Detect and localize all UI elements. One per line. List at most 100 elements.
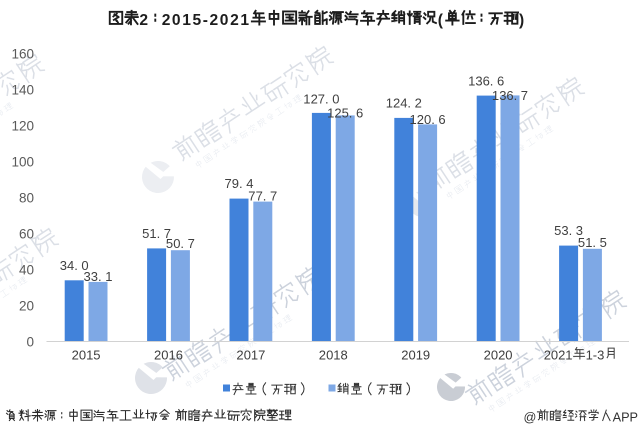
svg-text:6: 6: [438, 112, 445, 127]
svg-text:1: 1: [386, 96, 393, 111]
svg-text:0: 0: [172, 12, 181, 29]
svg-text:.: .: [180, 236, 184, 251]
svg-text:.: .: [325, 91, 329, 106]
svg-text:2: 2: [311, 91, 318, 106]
svg-text:0: 0: [332, 91, 339, 106]
svg-text:6: 6: [19, 47, 27, 62]
svg-text:5: 5: [166, 236, 173, 251]
svg-text:1: 1: [327, 106, 334, 121]
svg-text:6: 6: [19, 227, 27, 242]
svg-text:0: 0: [79, 348, 86, 363]
svg-text:.: .: [514, 88, 518, 103]
svg-text:2: 2: [334, 106, 341, 121]
svg-text:4: 4: [19, 263, 27, 278]
svg-text:3: 3: [475, 73, 482, 88]
svg-text:1: 1: [182, 12, 191, 29]
svg-text:7: 7: [164, 226, 171, 241]
svg-text:): ): [519, 12, 524, 29]
svg-text:1: 1: [492, 88, 499, 103]
svg-text:2: 2: [19, 119, 27, 134]
svg-text:2: 2: [230, 12, 239, 29]
svg-text:3: 3: [60, 258, 67, 273]
svg-text:5: 5: [342, 106, 349, 121]
svg-text:-: -: [203, 12, 208, 29]
svg-text:0: 0: [27, 47, 35, 62]
svg-text:3: 3: [597, 348, 604, 363]
svg-text:0: 0: [27, 155, 35, 170]
svg-text:6: 6: [483, 73, 490, 88]
svg-text:1: 1: [251, 348, 258, 363]
svg-text:5: 5: [554, 223, 561, 238]
svg-text:6: 6: [497, 73, 504, 88]
svg-text:2: 2: [139, 12, 148, 29]
svg-text:2: 2: [498, 348, 505, 363]
svg-text:.: .: [98, 269, 102, 284]
svg-text:-: -: [593, 348, 597, 363]
svg-text:@: @: [524, 411, 537, 425]
svg-text:0: 0: [173, 236, 180, 251]
svg-text:1: 1: [105, 269, 112, 284]
svg-text:.: .: [239, 176, 243, 191]
svg-text:1: 1: [240, 12, 249, 29]
svg-text:P: P: [621, 411, 629, 425]
svg-text:5: 5: [142, 226, 149, 241]
svg-text:1: 1: [303, 91, 310, 106]
svg-text:2: 2: [417, 112, 424, 127]
svg-text:2: 2: [19, 299, 27, 314]
svg-text:4: 4: [67, 258, 74, 273]
svg-text:2: 2: [162, 12, 171, 29]
svg-text:2: 2: [210, 12, 219, 29]
svg-text:0: 0: [326, 348, 333, 363]
svg-text:.: .: [263, 188, 267, 203]
svg-text:7: 7: [270, 188, 277, 203]
svg-text:6: 6: [356, 106, 363, 121]
svg-text:2: 2: [415, 96, 422, 111]
svg-text:(: (: [438, 12, 444, 29]
svg-text:.: .: [431, 112, 435, 127]
svg-text:.: .: [592, 235, 596, 250]
svg-text:0: 0: [81, 258, 88, 273]
svg-text:2: 2: [319, 348, 326, 363]
svg-text:1: 1: [149, 226, 156, 241]
svg-text:5: 5: [93, 348, 100, 363]
svg-text:2: 2: [72, 348, 79, 363]
svg-text:1: 1: [586, 348, 593, 363]
svg-text:4: 4: [400, 96, 407, 111]
svg-text:2: 2: [484, 348, 491, 363]
svg-text:2: 2: [544, 348, 551, 363]
svg-text:1: 1: [416, 348, 423, 363]
svg-text:7: 7: [225, 176, 232, 191]
svg-text:1: 1: [12, 155, 20, 170]
svg-text:0: 0: [505, 348, 512, 363]
svg-text:1: 1: [333, 348, 340, 363]
svg-text:8: 8: [19, 191, 27, 206]
svg-text:.: .: [490, 73, 494, 88]
svg-text:7: 7: [256, 188, 263, 203]
svg-text:1: 1: [12, 83, 20, 98]
svg-text:7: 7: [258, 348, 265, 363]
svg-text:0: 0: [27, 83, 35, 98]
svg-text:9: 9: [423, 348, 430, 363]
svg-text:1: 1: [86, 348, 93, 363]
svg-text:1: 1: [12, 119, 20, 134]
svg-text:8: 8: [341, 348, 348, 363]
svg-text:0: 0: [244, 348, 251, 363]
svg-text:2: 2: [393, 96, 400, 111]
svg-text:1: 1: [468, 73, 475, 88]
svg-text:.: .: [569, 223, 573, 238]
svg-text:5: 5: [600, 235, 607, 250]
svg-text:7: 7: [248, 188, 255, 203]
svg-text:.: .: [74, 258, 78, 273]
svg-text:0: 0: [27, 299, 35, 314]
svg-text:4: 4: [19, 83, 27, 98]
svg-text:2: 2: [558, 348, 565, 363]
svg-text:3: 3: [91, 269, 98, 284]
svg-text:6: 6: [506, 88, 513, 103]
svg-text:0: 0: [27, 227, 35, 242]
svg-text:P: P: [630, 411, 638, 425]
svg-text:3: 3: [576, 223, 583, 238]
svg-text:5: 5: [578, 235, 585, 250]
svg-text:.: .: [157, 226, 161, 241]
svg-text:A: A: [613, 411, 622, 425]
svg-text:1: 1: [565, 348, 572, 363]
